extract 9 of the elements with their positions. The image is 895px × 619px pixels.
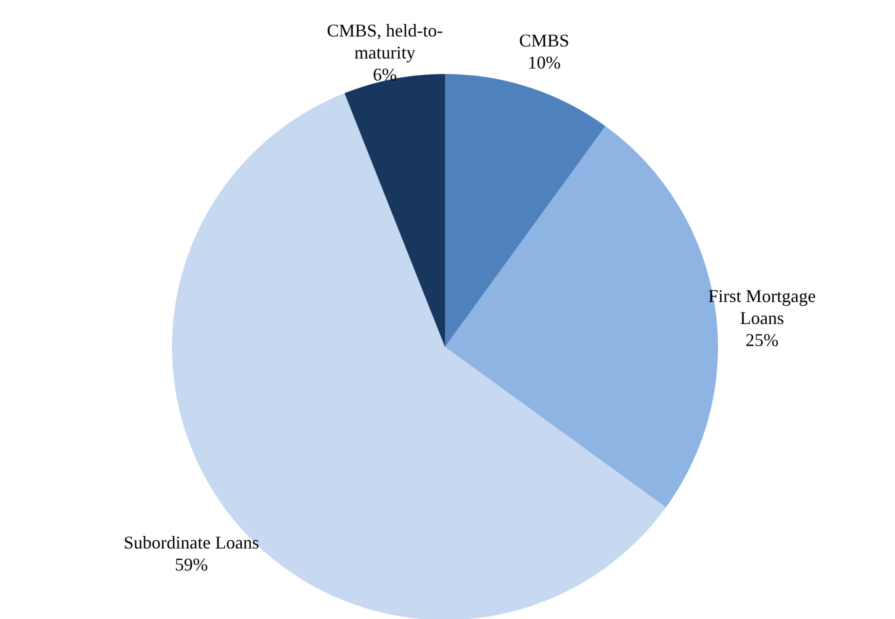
data-label: 59%	[174, 554, 208, 575]
slice-label: CMBS, held-to-maturity	[326, 20, 443, 63]
slice-label: Subordinate Loans	[124, 532, 260, 553]
data-label: 10%	[528, 52, 561, 73]
data-label: 25%	[746, 330, 779, 350]
pie-slice	[445, 74, 606, 347]
data-label: 6%	[372, 64, 397, 85]
slice-label: CMBS	[519, 30, 570, 51]
slice-label: First Mortgage Loans	[708, 286, 816, 328]
